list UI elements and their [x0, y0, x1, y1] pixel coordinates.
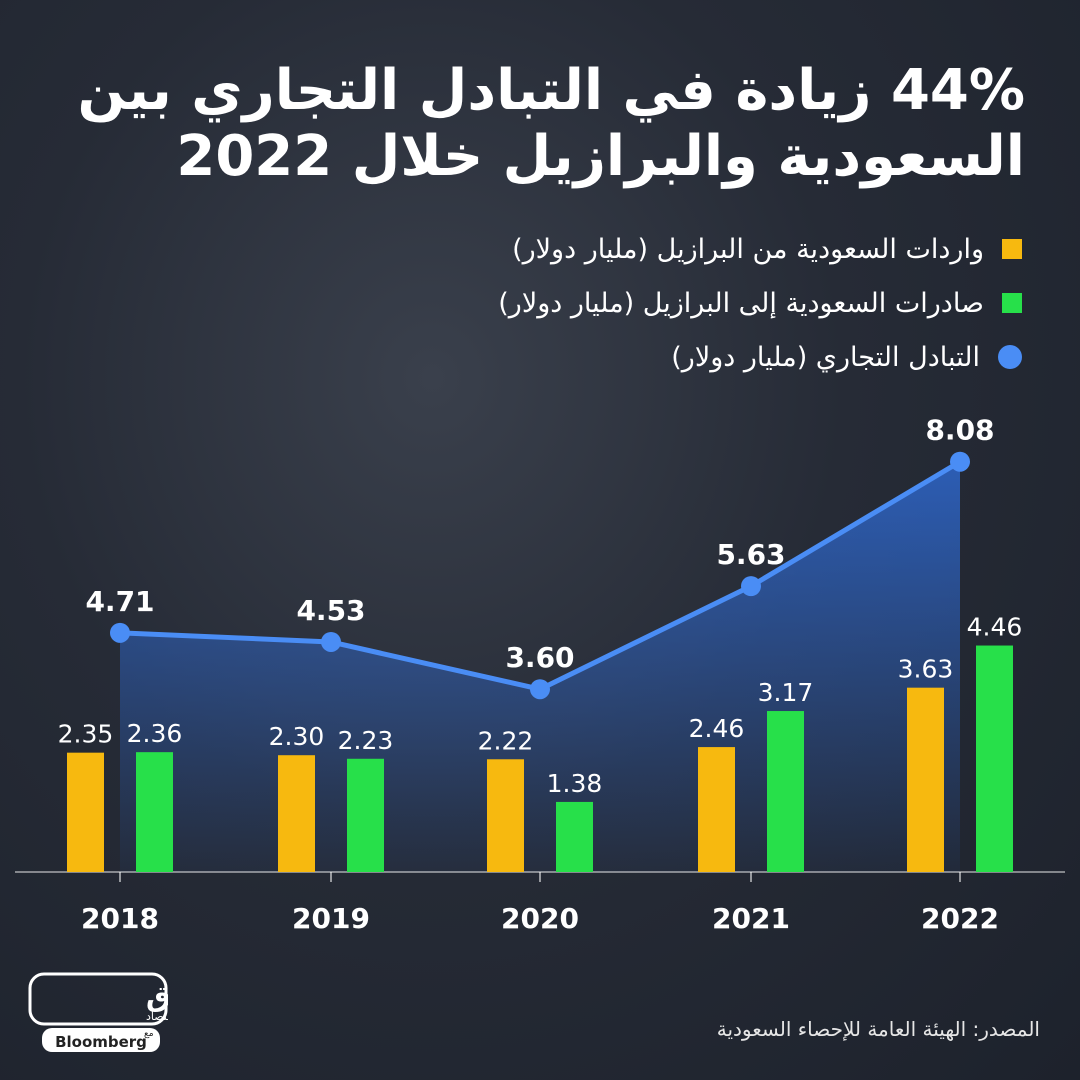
point [110, 622, 130, 643]
bar-label: 3.17 [758, 678, 814, 707]
bar [487, 759, 524, 872]
bar [556, 801, 593, 872]
legend-label: واردات السعودية من البرازيل (مليار دولار… [512, 233, 984, 265]
point [741, 576, 761, 597]
x-tick-label: 2020 [501, 902, 579, 935]
bar [278, 755, 315, 872]
source: المصدر: الهيئة العامة للإحصاء السعودية [716, 1017, 1040, 1041]
bar [698, 747, 735, 872]
legend-swatch [1002, 293, 1022, 313]
bar [347, 758, 384, 872]
bar-label: 2.23 [338, 726, 394, 755]
chart-title: 44% زيادة في التبادل التجاري بين السعودي… [77, 58, 1025, 190]
legend-swatch [998, 345, 1022, 369]
line-area [120, 461, 960, 872]
bar-label: 2.36 [127, 719, 183, 748]
legend-item: التبادل التجاري (مليار دولار) [498, 330, 1022, 384]
point [321, 631, 341, 652]
bar-label: 2.46 [689, 714, 745, 743]
logo-badge [42, 1028, 160, 1052]
bar [907, 687, 944, 872]
bar-label: 2.22 [478, 726, 534, 755]
legend-item: واردات السعودية من البرازيل (مليار دولار… [498, 222, 1022, 276]
bar [136, 752, 173, 872]
point [530, 679, 550, 700]
point-label: 4.71 [85, 585, 154, 618]
legend: واردات السعودية من البرازيل (مليار دولار… [498, 222, 1022, 384]
point-label: 5.63 [716, 538, 785, 571]
point-label: 4.53 [296, 594, 365, 627]
bar [767, 711, 804, 872]
logo-partner: Bloomberg [55, 1033, 147, 1051]
legend-item: صادرات السعودية إلى البرازيل (مليار دولا… [498, 276, 1022, 330]
bar-label: 2.35 [58, 720, 114, 749]
logo: الشرق اقتصاد مع Bloomberg [28, 972, 168, 1052]
point-label: 8.08 [925, 414, 994, 447]
legend-swatch [1002, 239, 1022, 259]
title-line: السعودية والبرازيل خلال 2022 [176, 124, 1025, 189]
legend-label: صادرات السعودية إلى البرازيل (مليار دولا… [498, 287, 984, 319]
legend-label: التبادل التجاري (مليار دولار) [671, 341, 980, 373]
point-label: 3.60 [505, 641, 574, 674]
bar-label: 2.30 [269, 722, 325, 751]
x-tick-label: 2018 [81, 902, 159, 935]
bar [976, 645, 1013, 872]
logo-sub: اقتصاد [146, 1010, 168, 1023]
x-tick-label: 2021 [712, 902, 790, 935]
title-line: 44% زيادة في التبادل التجاري بين [77, 58, 1025, 123]
point [950, 451, 970, 472]
logo-with: مع [144, 1029, 154, 1039]
bar-label: 3.63 [898, 655, 954, 684]
logo-frame [28, 972, 168, 1026]
x-tick-label: 2019 [292, 902, 370, 935]
bar-label: 4.46 [967, 613, 1023, 642]
x-tick-label: 2022 [921, 902, 999, 935]
bar [67, 752, 104, 872]
logo-name: الشرق [146, 980, 168, 1013]
bar-label: 1.38 [547, 769, 603, 798]
